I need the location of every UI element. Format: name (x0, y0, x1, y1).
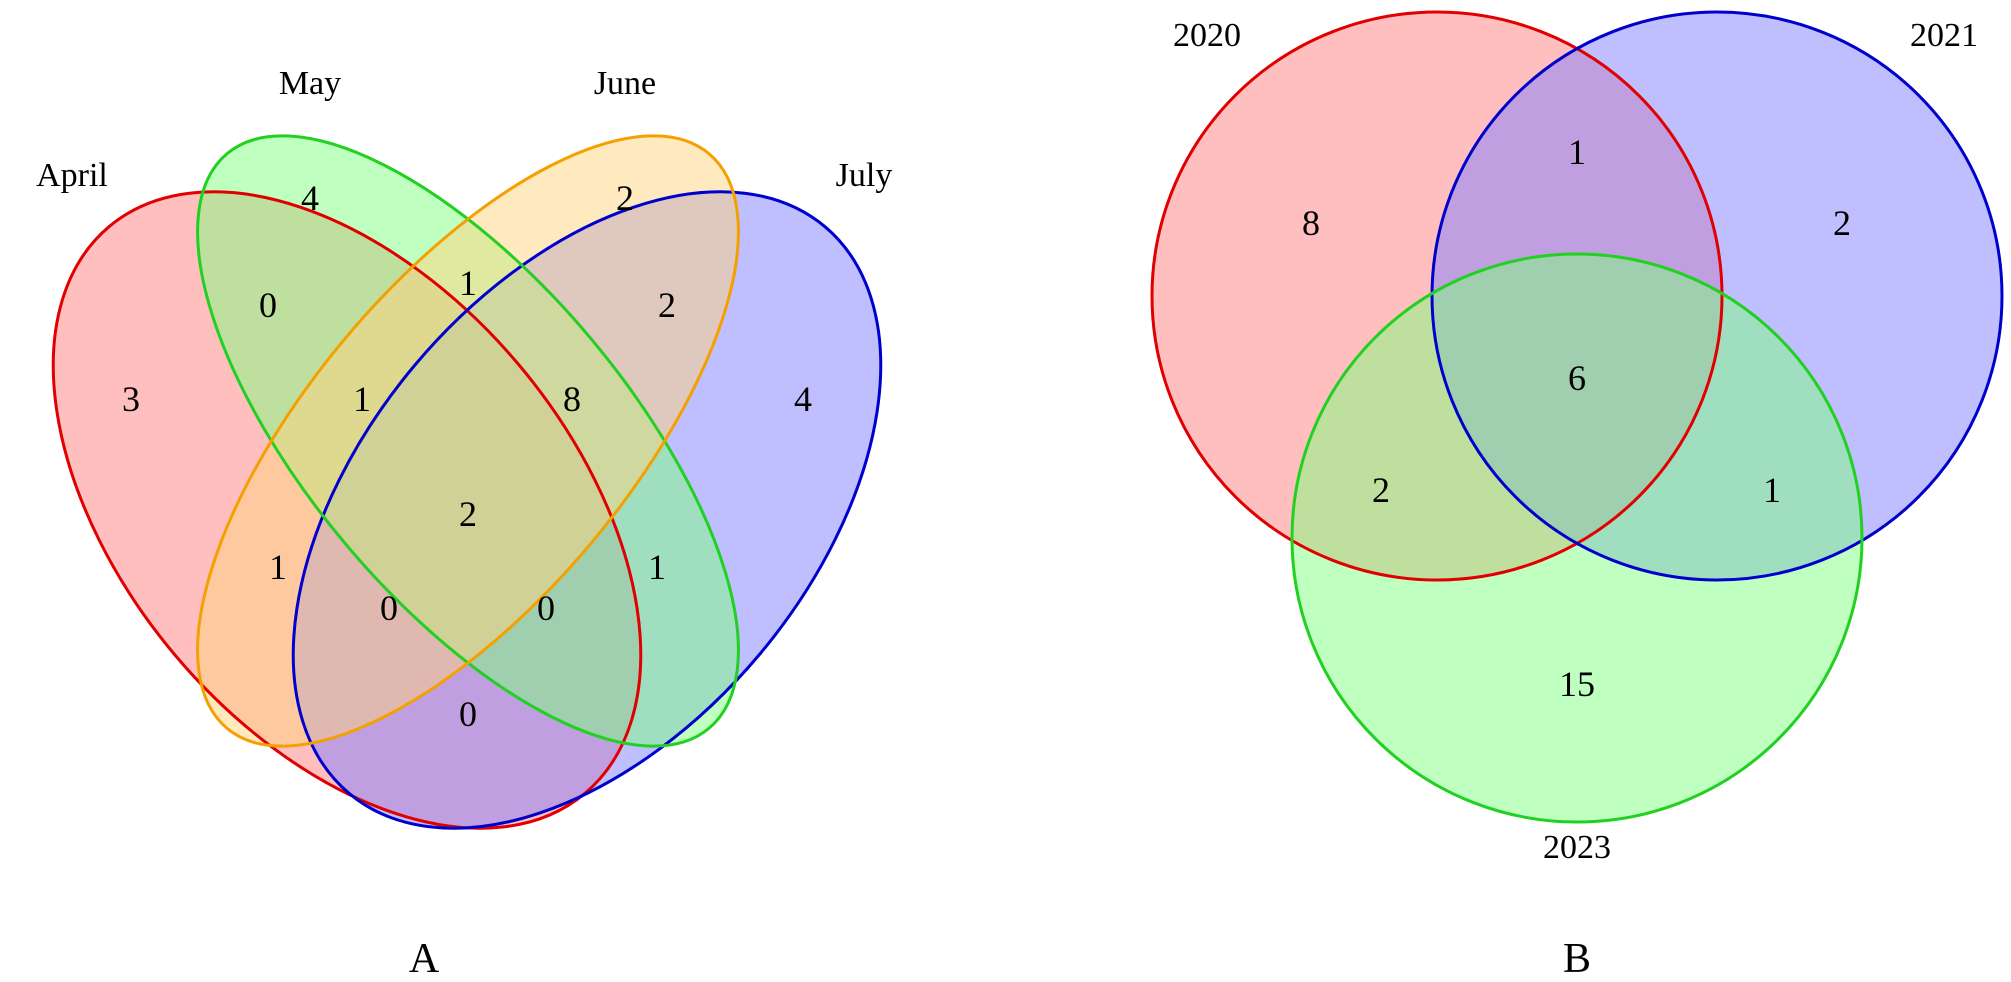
region-counts-b: 8 2 15 1 2 1 6 (1302, 132, 1851, 704)
region-count-may-june-july: 8 (563, 379, 581, 419)
set-june-ellipse (197, 135, 739, 747)
set-circles-b (1152, 12, 2002, 822)
set-2023-outline (1290, 252, 1864, 824)
set-ellipses-a (53, 135, 881, 829)
set-outlines-b (1150, 10, 2004, 824)
region-count-april-june: 1 (269, 547, 287, 587)
set-label-may: May (279, 65, 341, 102)
region-count-april-july: 0 (459, 694, 477, 734)
region-count-april-may-june: 1 (353, 379, 371, 419)
panel-label-a: A (409, 936, 440, 982)
region-count-june-only: 2 (616, 178, 634, 218)
region-count-july-only: 4 (794, 379, 812, 419)
region-count-april-june-july: 0 (380, 588, 398, 628)
region-count-all-three: 6 (1568, 358, 1586, 398)
set-may-outline (196, 134, 740, 748)
set-label-june: June (594, 65, 656, 102)
region-count-may-only: 4 (301, 178, 319, 218)
set-labels-b: 2020 2021 2023 (1173, 17, 1978, 866)
set-label-2020: 2020 (1173, 17, 1241, 54)
set-outlines-a (51, 134, 883, 830)
set-label-april: April (36, 157, 108, 194)
set-july-outline (291, 190, 883, 830)
set-label-2021: 2021 (1910, 17, 1978, 54)
region-count-2023-only: 15 (1559, 664, 1595, 704)
venn-panel-a: April May June July 3 4 2 4 0 1 2 1 8 2 … (36, 65, 892, 982)
region-count-may-june: 1 (459, 263, 477, 303)
region-count-june-july: 2 (658, 285, 676, 325)
region-count-2020-only: 8 (1302, 203, 1320, 243)
region-count-2020-2021: 1 (1568, 132, 1586, 172)
region-count-2021-only: 2 (1833, 203, 1851, 243)
region-count-april-may: 0 (259, 285, 277, 325)
region-count-april-only: 3 (122, 379, 140, 419)
set-labels-a: April May June July (36, 65, 892, 194)
set-june-outline (196, 134, 740, 748)
venn-panel-b: 2020 2021 2023 8 2 15 1 2 1 6 B (1150, 10, 2004, 982)
set-label-2023: 2023 (1543, 829, 1611, 866)
set-2023-circle (1292, 254, 1862, 822)
panel-label-b: B (1563, 936, 1591, 982)
region-count-april-may-july: 0 (537, 588, 555, 628)
set-2020-outline (1150, 10, 1724, 582)
region-count-2020-2023: 2 (1372, 470, 1390, 510)
region-count-2021-2023: 1 (1763, 470, 1781, 510)
set-label-july: July (836, 157, 893, 194)
region-counts-a: 3 4 2 4 0 1 2 1 8 2 1 1 0 0 0 (122, 178, 812, 734)
set-2021-outline (1430, 10, 2004, 582)
region-count-all-four: 2 (459, 494, 477, 534)
region-count-may-july: 1 (648, 547, 666, 587)
